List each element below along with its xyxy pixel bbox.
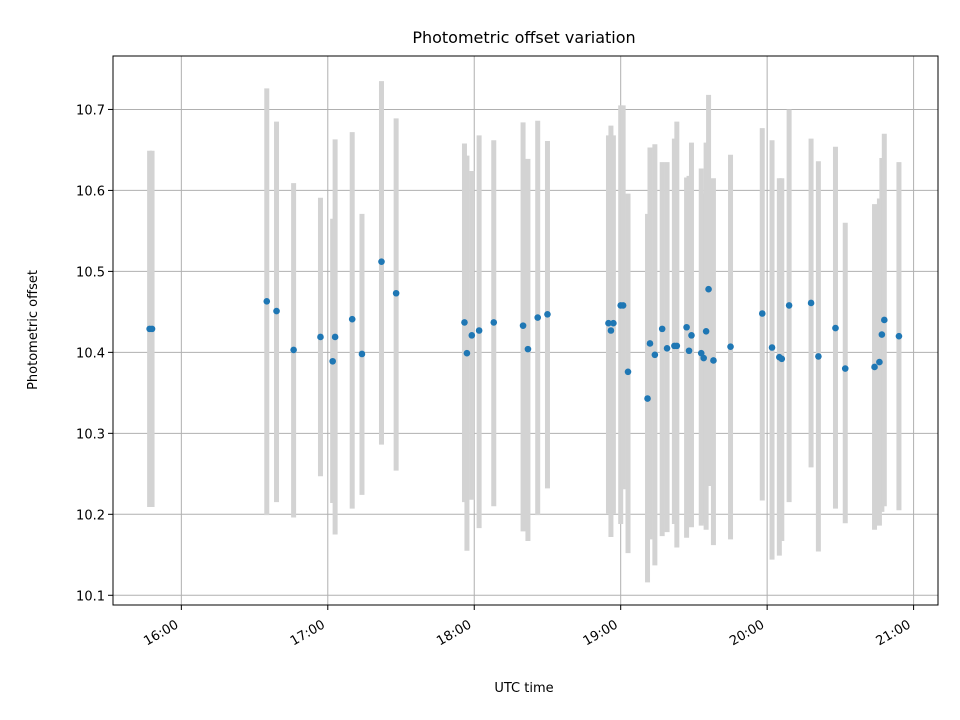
data-point: [807, 299, 815, 307]
plot-frame: [112, 55, 939, 606]
data-point: [697, 349, 705, 357]
error-bars: [147, 81, 902, 583]
data-point: [607, 327, 615, 334]
data-point: [348, 315, 356, 323]
data-point: [768, 344, 776, 351]
data-point: [148, 325, 156, 333]
data-point: [785, 302, 793, 309]
data-point: [685, 347, 693, 355]
data-point: [871, 363, 878, 371]
y-tick-label: 10.6: [76, 184, 105, 199]
data-point: [710, 357, 717, 364]
data-point: [519, 322, 527, 329]
data-point: [619, 302, 627, 309]
data-point: [646, 340, 654, 347]
y-tick-label: 10.5: [76, 265, 105, 280]
data-point: [331, 333, 339, 341]
y-tick-label: 10.1: [76, 589, 105, 604]
data-point: [461, 319, 468, 326]
x-tick-label: 21:00: [874, 617, 914, 649]
y-axis-label: Photometric offset: [26, 270, 41, 390]
data-point: [624, 368, 632, 376]
x-tick-label: 20:00: [727, 617, 767, 649]
x-tick-label: 16:00: [141, 617, 181, 649]
data-point: [534, 314, 542, 321]
data-point: [778, 355, 786, 363]
data-point: [876, 358, 883, 366]
y-axis: 10.1 10.2 10.3 10.4 10.5 10.6 10.7: [76, 103, 113, 604]
data-point: [475, 327, 483, 334]
data-point: [273, 307, 280, 315]
data-point: [758, 310, 766, 317]
data-point: [329, 357, 336, 365]
x-axis: 16:00 17:00 18:00 19:00 20:00 21:00: [141, 605, 915, 649]
chart-title: Photometric offset variation: [412, 28, 635, 47]
data-point: [468, 332, 476, 339]
data-point: [358, 350, 366, 358]
data-point: [524, 345, 532, 353]
data-point: [688, 332, 695, 339]
data-point: [878, 331, 886, 338]
data-point: [317, 333, 324, 341]
x-tick-label: 18:00: [434, 617, 474, 649]
y-tick-label: 10.4: [76, 346, 105, 361]
data-point: [673, 342, 681, 350]
data-point: [683, 323, 690, 331]
y-tick-label: 10.3: [76, 427, 105, 442]
data-points: [146, 258, 903, 402]
x-axis-label: UTC time: [494, 681, 553, 696]
data-point: [644, 395, 651, 402]
data-point: [705, 285, 712, 293]
data-point: [832, 324, 839, 332]
data-point: [263, 298, 271, 305]
data-point: [663, 345, 671, 352]
data-point: [841, 365, 849, 372]
x-tick-label: 17:00: [288, 617, 328, 649]
data-point: [378, 258, 385, 265]
data-point: [727, 343, 734, 350]
data-point: [544, 311, 551, 318]
data-point: [651, 351, 659, 359]
data-point: [490, 319, 498, 326]
data-point: [392, 289, 400, 297]
data-point: [290, 346, 297, 354]
data-point: [881, 316, 888, 324]
data-point: [895, 332, 903, 340]
data-point: [610, 319, 617, 327]
data-point: [702, 328, 710, 335]
x-tick-label: 19:00: [581, 617, 621, 649]
data-point: [815, 353, 822, 360]
y-tick-label: 10.7: [76, 103, 105, 118]
data-point: [658, 325, 666, 333]
data-point: [700, 354, 707, 362]
data-point: [605, 319, 612, 327]
data-point: [463, 349, 471, 357]
y-tick-label: 10.2: [76, 508, 105, 523]
